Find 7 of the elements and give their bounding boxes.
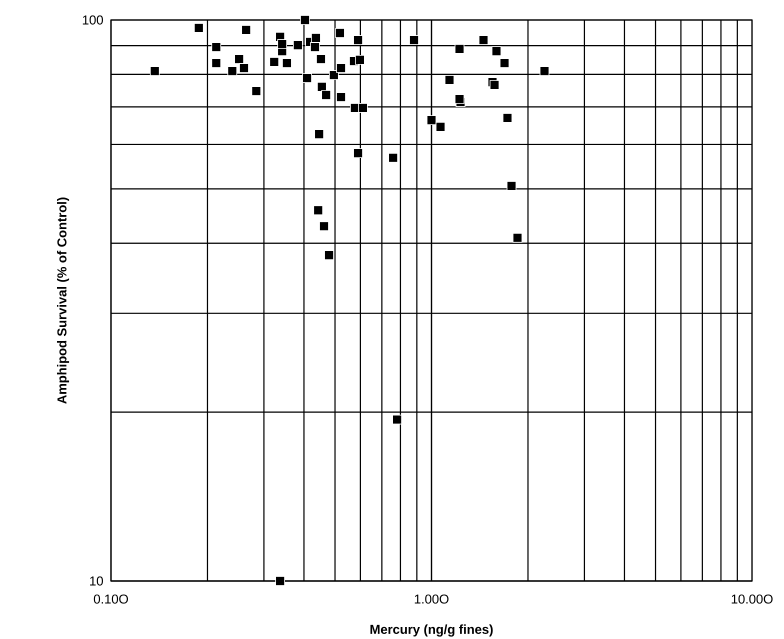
- x-tick-label: 0.10O: [94, 594, 128, 604]
- x-tick-label: 1.00O: [414, 594, 449, 604]
- x-axis-title: Mercury (ng/g fines): [370, 624, 493, 637]
- y-axis-title: Amphipod Survival (% of Control): [56, 198, 70, 404]
- y-tick-label: 10: [90, 576, 103, 586]
- y-tick-label: 100: [82, 15, 103, 25]
- x-tick-label: 10.00O: [732, 594, 773, 604]
